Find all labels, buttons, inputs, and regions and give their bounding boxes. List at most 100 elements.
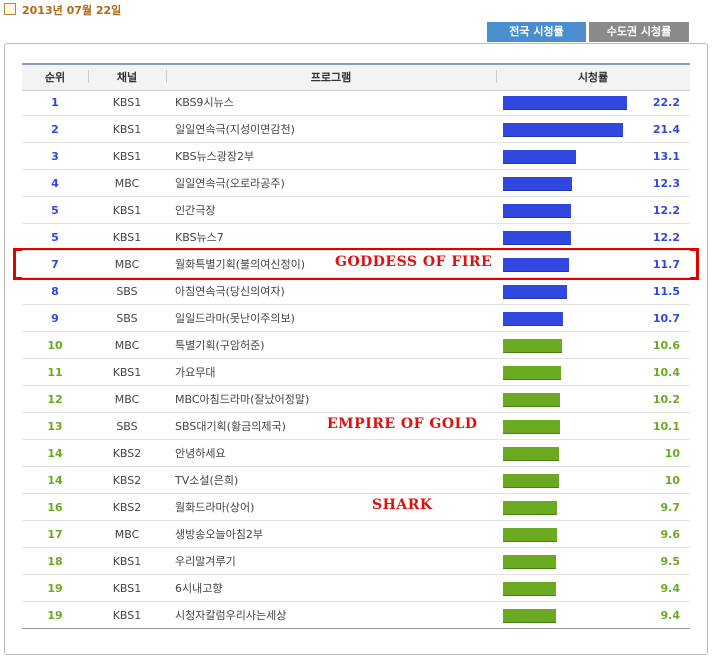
bar [503, 204, 572, 218]
highlight-box [13, 248, 699, 280]
channel: KBS2 [112, 501, 142, 514]
channel: KBS1 [112, 123, 142, 136]
program: KBS뉴스광장2부 [175, 150, 255, 163]
rank: 18 [47, 555, 63, 568]
channel: KBS1 [112, 96, 142, 109]
bar [503, 528, 557, 542]
column-header: 채널 [116, 71, 138, 84]
program: 시청자칼럼우리사는세상 [175, 609, 287, 622]
program: 일일연속극(지성이면감천) [175, 123, 295, 136]
separator [166, 70, 167, 83]
bar [503, 96, 628, 110]
rank: 19 [47, 609, 63, 622]
rank: 13 [47, 420, 63, 433]
rank: 10 [47, 339, 63, 352]
rank: 19 [47, 582, 63, 595]
rank: 5 [51, 231, 59, 244]
bar [503, 555, 557, 569]
rank: 17 [47, 528, 63, 541]
bar [503, 582, 556, 596]
row-line [22, 628, 690, 629]
channel: MBC [114, 177, 140, 190]
rating: 12.3 [652, 177, 680, 190]
program: 일일연속극(오로라공주) [175, 177, 285, 190]
rank: 14 [47, 447, 63, 460]
row-line [22, 466, 690, 467]
program: 우리말겨루기 [175, 555, 236, 568]
rank: 8 [51, 285, 59, 298]
table-box [4, 43, 708, 655]
annotation: SHARK [372, 497, 433, 513]
annotation: EMPIRE OF GOLD [327, 416, 478, 432]
program: TV소설(은희) [175, 474, 239, 487]
rating: 10.4 [652, 366, 680, 379]
bar [503, 312, 563, 326]
column-header: 시청률 [577, 71, 609, 84]
rating: 10 [664, 447, 680, 460]
channel: SBS [116, 420, 138, 433]
date-icon [4, 3, 16, 15]
program: 아침연속극(당신의여자) [175, 285, 285, 298]
channel: KBS1 [112, 609, 142, 622]
separator [496, 70, 497, 83]
channel: MBC [114, 393, 140, 406]
rating: 10.1 [652, 420, 680, 433]
bar [503, 150, 577, 164]
program: 생방송오늘아침2부 [175, 528, 263, 541]
channel: KBS2 [112, 474, 142, 487]
row-line [22, 196, 690, 197]
channel: KBS1 [112, 366, 142, 379]
tab[interactable]: 수도권 시청률 [589, 22, 689, 42]
program: 특별기획(구암허준) [175, 339, 265, 352]
rating: 11.5 [652, 285, 680, 298]
rank: 3 [51, 150, 59, 163]
rating: 12.2 [652, 204, 680, 217]
rating: 9.4 [660, 582, 681, 595]
bar [503, 123, 623, 137]
channel: MBC [114, 258, 140, 271]
rating: 12.2 [652, 231, 680, 244]
row-line [22, 331, 690, 332]
program: 월화드라마(상어) [175, 501, 255, 514]
program: KBS뉴스7 [175, 231, 224, 244]
rating: 11.7 [652, 258, 680, 271]
rank: 5 [51, 204, 59, 217]
rank: 2 [51, 123, 59, 136]
row-line [22, 142, 690, 143]
row-line [22, 385, 690, 386]
bar [503, 258, 569, 272]
rating: 9.5 [660, 555, 681, 568]
table-header [22, 63, 690, 91]
bar [503, 474, 559, 488]
program: KBS9시뉴스 [175, 96, 234, 109]
rank: 14 [47, 474, 63, 487]
rating: 9.6 [660, 528, 681, 541]
bar [503, 339, 563, 353]
program: 인간극장 [175, 204, 216, 217]
row-line [22, 304, 690, 305]
channel: KBS1 [112, 204, 142, 217]
row-line [22, 574, 690, 575]
row-line [22, 358, 690, 359]
channel: MBC [114, 339, 140, 352]
annotation: GODDESS OF FIRE [335, 254, 493, 270]
bar [503, 609, 556, 623]
channel: KBS1 [112, 231, 142, 244]
row-line [22, 493, 690, 494]
rating: 10.6 [652, 339, 680, 352]
rank: 12 [47, 393, 63, 406]
bar [503, 447, 559, 461]
tab-active[interactable]: 전국 시청률 [487, 22, 586, 42]
program: MBC아침드라마(잘났어정말) [175, 393, 310, 406]
rank: 16 [47, 501, 63, 514]
rating: 13.1 [652, 150, 680, 163]
program: 안녕하세요 [175, 447, 226, 460]
bar [503, 285, 568, 299]
program: SBS대기획(황금의제국) [175, 420, 286, 433]
column-header: 프로그램 [310, 71, 352, 84]
bar [503, 501, 558, 515]
program: 가요무대 [175, 366, 216, 379]
rank: 9 [51, 312, 59, 325]
channel: KBS1 [112, 555, 142, 568]
channel: SBS [116, 285, 138, 298]
